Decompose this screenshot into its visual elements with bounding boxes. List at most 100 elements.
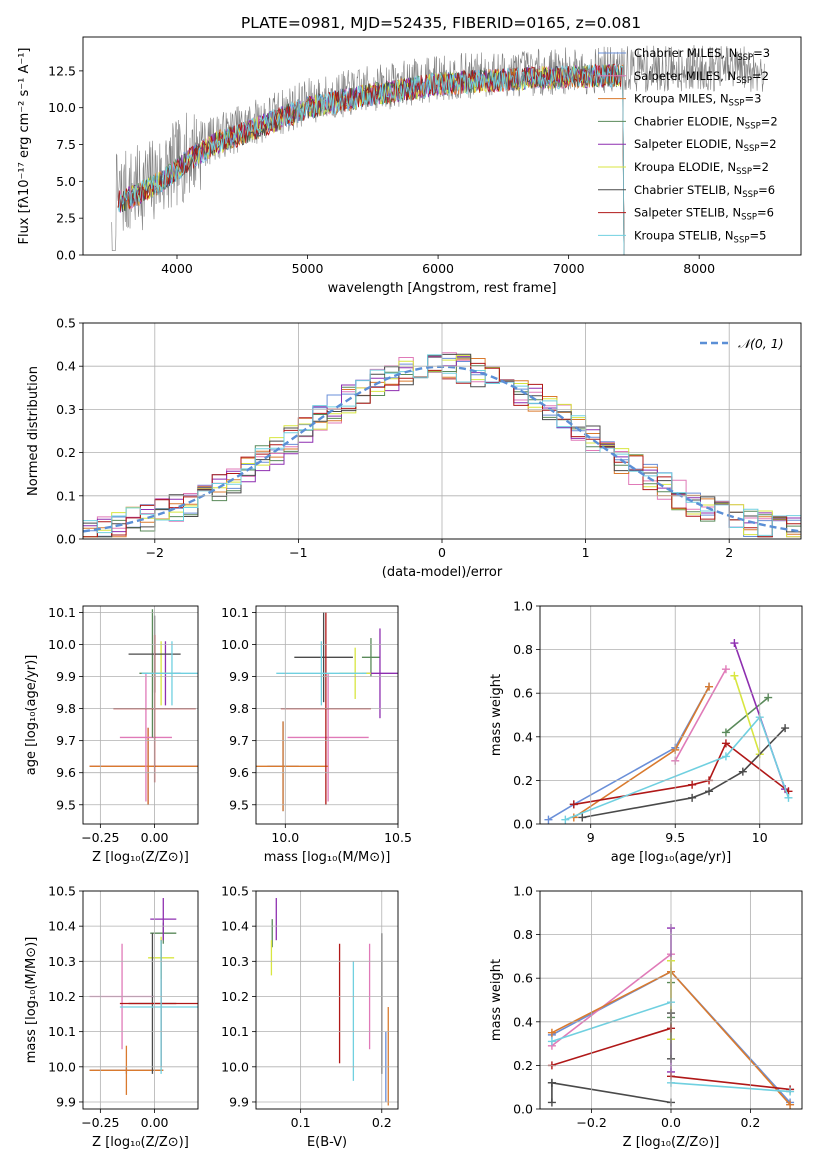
Z_mass-y-tick-label: 10.4 bbox=[48, 919, 76, 934]
age_weight-plot-area bbox=[544, 639, 793, 824]
spectrum-model-line-7 bbox=[117, 65, 625, 255]
mass_age-x-axis-label: mass [log₁₀(M/M⊙)] bbox=[264, 850, 391, 865]
residuals-y-tick-label: 0.2 bbox=[56, 445, 76, 460]
legend-entry-tail: =6 bbox=[757, 206, 774, 220]
Z_age-y-tick-label: 9.6 bbox=[56, 765, 76, 780]
age-weight-panel: 9 9.5 10 0.0 0.2 0.4 0.6 0.8 1.0 age [log₁₀(age/y… bbox=[489, 599, 803, 865]
residuals-y-tick-label: 0.3 bbox=[56, 402, 76, 417]
Z_weight-y-tick-label: 0.8 bbox=[513, 927, 533, 942]
legend-entry-sub: SSP bbox=[737, 53, 753, 63]
Z_age-frame bbox=[82, 605, 199, 825]
mass_age-plot-area bbox=[256, 612, 398, 812]
Z_weight-x-tick-label: −0.2 bbox=[576, 1115, 606, 1130]
age_weight-marker bbox=[784, 793, 793, 802]
legend-entry-tail: =2 bbox=[760, 137, 777, 151]
legend-entry-sub: SSP bbox=[741, 213, 757, 223]
age_weight-series-line-2 bbox=[674, 668, 727, 762]
age_weight-marker bbox=[688, 793, 697, 802]
ebv_mass-x-axis-label: E(B-V) bbox=[307, 1135, 347, 1150]
legend-entry-sub: SSP bbox=[736, 167, 752, 177]
spectrum-x-tick-label: 7000 bbox=[553, 261, 585, 276]
Z_weight-series-line-2 bbox=[551, 953, 672, 1047]
Z_weight-x-tick-label: 0.2 bbox=[740, 1115, 760, 1130]
age_weight-marker bbox=[705, 787, 714, 796]
mass_age-y-tick-label: 10.1 bbox=[221, 605, 249, 620]
spectrum-x-axis-label: wavelength [Angstrom, rest frame] bbox=[328, 281, 557, 296]
Z_age-x-axis-label: Z [log₁₀(Z/Z⊙)] bbox=[92, 850, 189, 865]
ebv_mass-y-tick-label: 10.2 bbox=[221, 989, 249, 1004]
residuals-x-axis-label: (data-model)/error bbox=[382, 565, 503, 580]
age_weight-marker bbox=[738, 767, 747, 776]
mass_age-y-tick-label: 9.6 bbox=[229, 765, 249, 780]
legend-entry-6: Kroupa ELODIE, NSSP=2 bbox=[634, 160, 769, 177]
legend-entry-1: Chabrier MILES, NSSP=3 bbox=[634, 46, 770, 63]
ebv_mass-frame bbox=[255, 890, 399, 1110]
Z_age-y-axis-label: age [log₁₀(age/yr)] bbox=[24, 655, 39, 776]
residuals-x-tick-label: −1 bbox=[289, 545, 307, 560]
spectrum-plot-area bbox=[111, 44, 765, 255]
age_weight-series-line-6 bbox=[733, 675, 761, 755]
Z_weight-y-tick-label: 0.2 bbox=[513, 1058, 533, 1073]
ebv_mass-y-tick-label: 10.5 bbox=[221, 884, 249, 899]
Z_weight-series-line-13 bbox=[670, 1082, 791, 1093]
mass_age-x-tick-label: 10.0 bbox=[271, 830, 299, 845]
age_weight-marker bbox=[781, 724, 790, 733]
Z_weight-series-line-11 bbox=[670, 1075, 791, 1091]
mass_age-frame bbox=[255, 605, 399, 825]
legend-entry-sub: SSP bbox=[744, 144, 760, 154]
residuals-y-tick-label: 0.1 bbox=[56, 488, 76, 503]
Z_weight-series-line-7 bbox=[551, 1082, 672, 1104]
legend-entry-sub: SSP bbox=[736, 76, 752, 86]
legend-entry-main: Chabrier STELIB, N bbox=[634, 183, 742, 197]
Z_age-plot-area bbox=[89, 609, 198, 805]
mass-age-panel: 10.0 10.5 9.5 9.6 9.7 9.8 9.9 10.0 10.1 mass [log… bbox=[221, 605, 412, 865]
age_weight-y-tick-label: 0.8 bbox=[513, 642, 533, 657]
legend-entry-main: Kroupa ELODIE, N bbox=[634, 160, 736, 174]
ebv_mass-y-tick-label: 10.3 bbox=[221, 954, 249, 969]
mass_age-y-tick-label: 9.8 bbox=[229, 701, 249, 716]
residuals-x-tick-label: 2 bbox=[725, 545, 733, 560]
spectrum-y-tick-label: 7.5 bbox=[56, 137, 76, 152]
Z_weight-series-line-10 bbox=[551, 1027, 672, 1067]
mass_age-y-tick-label: 9.5 bbox=[229, 797, 249, 812]
age_weight-y-tick-label: 0.4 bbox=[513, 729, 533, 744]
Z_mass-y-axis-label: mass [log₁₀(M/M⊙)] bbox=[24, 937, 39, 1064]
Z_mass-x-axis-label: Z [log₁₀(Z/Z⊙)] bbox=[92, 1135, 189, 1150]
age_weight-frame bbox=[539, 605, 803, 825]
legend-entry-tail: =6 bbox=[758, 183, 775, 197]
age_weight-marker bbox=[569, 800, 578, 809]
Z_weight-frame bbox=[539, 890, 803, 1110]
legend-entry-sub: SSP bbox=[734, 235, 750, 245]
spectrum-x-tick-label: 8000 bbox=[683, 261, 715, 276]
legend-entry-tail: =5 bbox=[749, 228, 766, 242]
spectrum-x-tick-label: 5000 bbox=[292, 261, 324, 276]
residuals-y-axis-label: Normed distribution bbox=[26, 366, 41, 496]
legend-entry-tail: =3 bbox=[744, 92, 761, 106]
Z_age-x-tick-label: −0.25 bbox=[81, 830, 119, 845]
Z_weight-y-tick-label: 1.0 bbox=[513, 884, 533, 899]
Z_age-y-tick-label: 9.5 bbox=[56, 797, 76, 812]
age_weight-y-tick-label: 0.0 bbox=[513, 817, 533, 832]
legend-entry-main: Salpeter MILES, N bbox=[634, 69, 736, 83]
Z_weight-marker bbox=[547, 1028, 556, 1037]
legend-entry-5: Salpeter ELODIE, NSSP=2 bbox=[634, 137, 777, 154]
residuals-y-tick-label: 0.0 bbox=[56, 532, 76, 547]
spectrum-y-tick-label: 0.0 bbox=[56, 248, 76, 263]
age_weight-marker bbox=[721, 728, 730, 737]
legend-entry-tail: =3 bbox=[753, 46, 770, 60]
legend-entry-8: Salpeter STELIB, NSSP=6 bbox=[634, 206, 774, 223]
age_weight-series-line-9 bbox=[565, 715, 790, 821]
spectrum-model-line-8 bbox=[117, 63, 625, 255]
Z_weight-x-tick-label: 0.0 bbox=[661, 1115, 681, 1130]
Z_age-y-tick-label: 9.7 bbox=[56, 733, 76, 748]
Z_mass-y-tick-label: 10.1 bbox=[48, 1024, 76, 1039]
residuals-panel: −2 −1 0 1 2 0.0 0.1 0.2 0.3 0.4 0.5 (data-model)/er… bbox=[26, 316, 802, 580]
z-age-panel: −0.25 0.00 9.5 9.6 9.7 9.8 9.9 10.0 10.1 Z [log₁₀… bbox=[24, 605, 199, 865]
spectrum-y-tick-label: 5.0 bbox=[56, 174, 76, 189]
residuals-x-tick-label: −2 bbox=[146, 545, 164, 560]
legend-entry-3: Kroupa MILES, NSSP=3 bbox=[634, 92, 761, 109]
age_weight-marker bbox=[721, 752, 730, 761]
ebv_mass-x-tick-label: 0.1 bbox=[291, 1115, 311, 1130]
spectrum-y-axis-label: Flux [fλ10⁻¹⁷ erg cm⁻² s⁻¹ A⁻¹] bbox=[17, 48, 32, 245]
